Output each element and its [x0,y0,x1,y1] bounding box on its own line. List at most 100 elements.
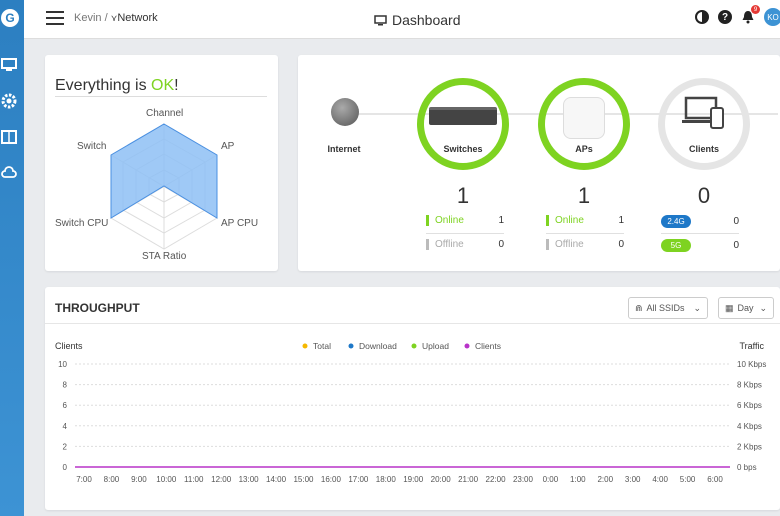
y-tick-label: 4 [63,422,68,431]
notification-badge: 9 [751,5,760,14]
x-tick-label: 0:00 [543,475,559,484]
legend-label: Upload [422,341,449,351]
legend-label: Clients [475,341,501,351]
x-tick-label: 11:00 [184,475,204,484]
monitor-icon [374,15,387,26]
switches-count: 1 [456,183,470,208]
x-tick-label: 9:00 [131,475,147,484]
devices-icon[interactable] [0,128,18,146]
theme-toggle-icon[interactable] [695,10,709,24]
switches-label: Switches [443,144,483,154]
radar-label-channel: Channel [146,108,184,119]
y-right-tick-label: 0 bps [737,463,757,472]
topology-card: Internet Switches APs Clients 1 1 0 Onli… [298,55,780,271]
calendar-icon: ▦ [725,302,734,313]
radar-label-ap: AP [221,141,235,152]
network-icon: ⋎ [110,13,118,23]
ssid-select[interactable]: ⋒ All SSIDs ⌄ [628,297,708,319]
x-tick-label: 20:00 [431,475,452,484]
x-tick-label: 17:00 [348,475,369,484]
radar-label-ap-cpu: AP CPU [221,218,259,229]
chevron-down-icon: ⌄ [759,302,767,313]
breadcrumb-network[interactable]: Network [117,12,158,24]
x-tick-label: 3:00 [625,475,641,484]
gear-icon[interactable] [0,92,18,110]
legend-marker [411,343,417,349]
clients-ring[interactable] [658,78,750,170]
chevron-down-icon: ⌄ [693,302,701,313]
clients-label: Clients [688,144,719,154]
logo-icon[interactable]: G [0,8,20,28]
help-icon[interactable]: ? [718,10,732,24]
page-title: Dashboard [374,12,461,28]
y-tick-label: 0 [63,463,68,472]
notifications-icon[interactable]: 9 [741,5,760,24]
x-tick-label: 4:00 [652,475,668,484]
devices-icon [682,96,724,129]
left-axis-title: Clients [55,341,83,351]
access-point-icon [563,97,605,139]
y-right-tick-label: 6 Kbps [737,401,762,410]
x-tick-label: 19:00 [403,475,424,484]
x-tick-label: 1:00 [570,475,586,484]
legend-label: Total [313,341,331,351]
x-tick-label: 14:00 [266,475,287,484]
y-tick-label: 8 [63,381,68,390]
x-tick-label: 7:00 [76,475,92,484]
wifi-icon: ⋒ [635,302,643,313]
y-right-tick-label: 4 Kbps [737,422,762,431]
y-tick-label: 10 [58,360,67,369]
aps-label: APs [575,144,593,154]
sidebar: G [0,0,24,516]
globe-icon [331,98,359,126]
breadcrumb: Kevin / ⋎Network [74,12,158,24]
menu-icon[interactable] [46,11,64,25]
breadcrumb-site[interactable]: Kevin [74,12,102,24]
x-tick-label: 15:00 [293,475,314,484]
monitor-icon[interactable] [0,56,18,74]
period-select[interactable]: ▦ Day ⌄ [718,297,774,319]
y-right-tick-label: 10 Kbps [737,360,766,369]
aps-offline-row: Offline 0 [546,239,624,250]
legend-marker [302,343,308,349]
y-tick-label: 2 [63,442,68,451]
x-tick-label: 22:00 [486,475,507,484]
legend-marker [464,343,470,349]
y-right-tick-label: 8 Kbps [737,381,762,390]
y-tick-label: 6 [63,401,68,410]
x-tick-label: 23:00 [513,475,534,484]
throughput-card [45,287,780,510]
radar-label-switch-cpu: Switch CPU [55,218,109,229]
radar-label-sta-ratio: STA Ratio [142,251,187,262]
x-tick-label: 21:00 [458,475,479,484]
svg-text:G: G [5,11,14,25]
x-tick-label: 16:00 [321,475,342,484]
x-tick-label: 6:00 [707,475,723,484]
switch-icon [429,107,497,125]
x-tick-label: 12:00 [211,475,232,484]
legend-marker [348,343,354,349]
avatar[interactable]: KO [764,8,780,26]
x-tick-label: 5:00 [680,475,696,484]
x-tick-label: 8:00 [104,475,120,484]
radar-chart [110,123,218,250]
x-tick-label: 2:00 [597,475,613,484]
switches-offline-row: Offline 0 [426,239,504,250]
legend-label: Download [359,341,397,351]
aps-ring[interactable] [538,78,630,170]
top-bar: Kevin / ⋎Network Dashboard ? 9 KO [24,0,780,39]
status-card: Everything is OK! Channel AP AP CPU STA … [45,55,278,271]
aps-online-row: Online 1 [546,215,624,226]
cloud-icon[interactable] [0,164,18,182]
x-tick-label: 18:00 [376,475,397,484]
clients-24g-row: 2.4G 0 [661,215,739,228]
switches-online-row: Online 1 [426,215,504,226]
status-title: Everything is OK! [55,77,179,94]
y-right-tick-label: 2 Kbps [737,442,762,451]
x-tick-label: 10:00 [156,475,177,484]
clients-5g-row: 5G 0 [661,239,739,252]
radar-area [110,123,218,219]
aps-count: 1 [577,183,591,208]
switches-ring[interactable] [417,78,509,170]
